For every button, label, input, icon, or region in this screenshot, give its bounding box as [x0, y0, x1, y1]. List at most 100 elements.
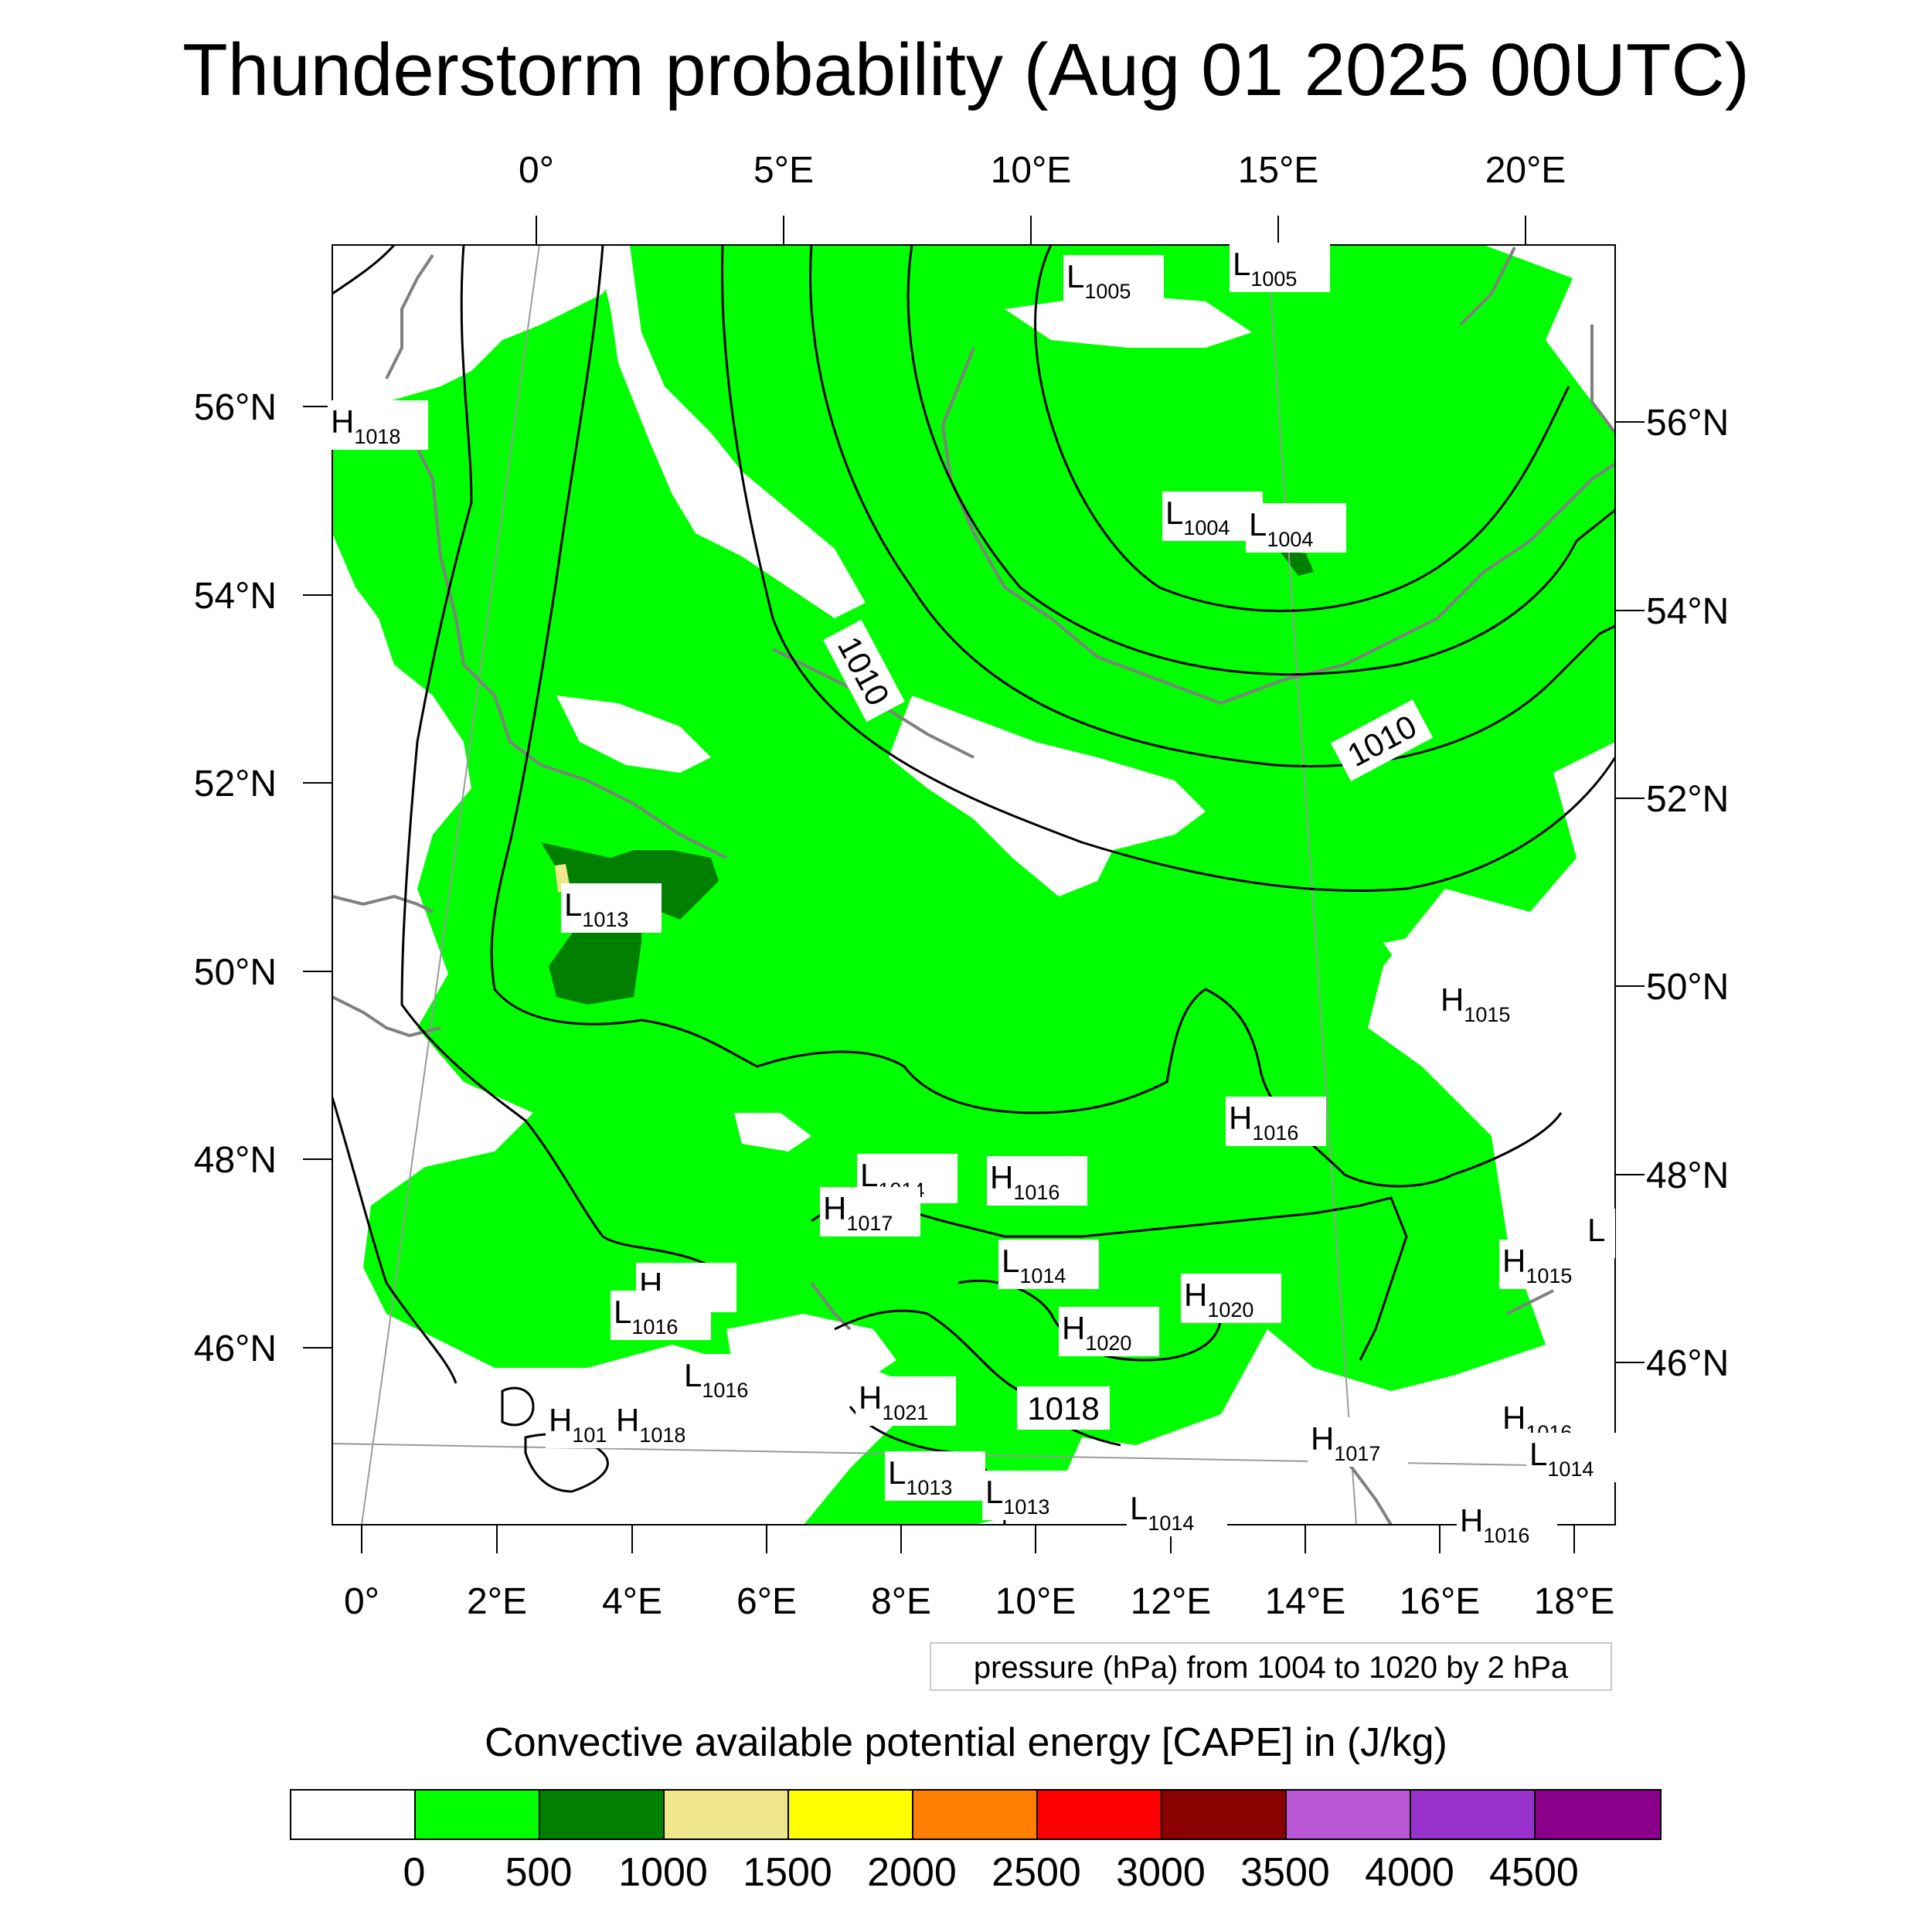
pressure-value: 1017	[1334, 1442, 1380, 1465]
bottom-lon-label: 10°E	[995, 1581, 1077, 1622]
pressure-value: 1014	[1019, 1264, 1066, 1287]
cape-gap-north	[1005, 294, 1252, 348]
pressure-value: 1017	[846, 1212, 893, 1235]
colorbar-labels: 0 500 1000 1500 2000 2500 3000 3500 4000 4500	[0, 1845, 1932, 1900]
bottom-lon-label: 14°E	[1265, 1581, 1346, 1622]
pressure-center-label: H1017	[1308, 1417, 1408, 1467]
pressure-center-label: H1018	[613, 1399, 713, 1448]
bottom-lon-label: 16°E	[1400, 1581, 1481, 1622]
pressure-center-label: L1004	[1246, 503, 1346, 553]
left-lat-labels: 56°N 54°N 52°N 50°N 48°N 46°N	[194, 387, 277, 1369]
map-frame	[332, 244, 1616, 1526]
pressure-value: 1020	[1207, 1298, 1253, 1321]
pressure-value: 1013	[906, 1476, 952, 1499]
colorbar-title: Convective available potential energy [C…	[485, 1720, 1447, 1765]
left-lat-label: 48°N	[194, 1140, 277, 1181]
left-lat-label: 52°N	[194, 764, 277, 804]
cape-field	[332, 245, 1615, 1525]
pressure-value: 1020	[1085, 1332, 1131, 1355]
pressure-value: 1004	[1267, 528, 1313, 551]
pressure-center-label: L1014	[1526, 1433, 1627, 1482]
pressure-value: 1014	[1148, 1512, 1194, 1535]
colorbar-swatch	[1162, 1791, 1287, 1838]
cape-gap-central	[889, 696, 1206, 896]
pressure-center-label: H1016	[987, 1156, 1087, 1206]
colorbar-label: 3500	[1240, 1850, 1330, 1895]
colorbar-label: 4500	[1489, 1850, 1579, 1895]
bottom-lon-label: 2°E	[467, 1581, 527, 1622]
pressure-value: 1015	[1526, 1264, 1572, 1287]
pressure-center-label: H1016	[1457, 1499, 1557, 1549]
bottom-lon-labels: 0° 2°E 4°E 6°E 8°E 10°E 12°E 14°E 16°E 1…	[344, 1581, 1614, 1622]
colorbar-swatch	[913, 1791, 1038, 1838]
pressure-center-label: H1018	[328, 400, 428, 450]
pressure-value: 1016	[1252, 1121, 1298, 1145]
colorbar-swatch	[1411, 1791, 1536, 1838]
pressure-value: 1004	[1183, 516, 1230, 539]
right-lat-label: 54°N	[1646, 591, 1729, 632]
pressure-value: 1005	[1250, 267, 1297, 291]
left-lat-label: 50°N	[194, 952, 277, 993]
left-lat-label: 56°N	[194, 387, 277, 428]
right-lat-label: 56°N	[1646, 403, 1729, 444]
left-lat-label: 46°N	[194, 1328, 277, 1369]
colorbar-swatch	[291, 1791, 416, 1838]
colorbar-label: 0	[403, 1850, 426, 1895]
pressure-center-label: L1013	[982, 1471, 1083, 1520]
colorbar-swatch	[789, 1791, 913, 1838]
colorbar-swatch	[665, 1791, 789, 1838]
pressure-center-label: H1015	[1499, 1240, 1600, 1289]
bottom-lon-label: 12°E	[1131, 1581, 1212, 1622]
pressure-center-label: L1013	[885, 1451, 985, 1501]
colorbar-label: 2000	[867, 1850, 957, 1895]
colorbar-label: 500	[505, 1850, 573, 1895]
coastlines	[332, 247, 1615, 1525]
low-pressure-label: L1013	[985, 1474, 1049, 1519]
colorbar-swatch	[1287, 1791, 1411, 1838]
pressure-value: 1005	[1084, 280, 1131, 303]
pressure-value: 1015	[1464, 1003, 1510, 1026]
right-lat-label: 46°N	[1646, 1343, 1729, 1384]
pressure-value: 1018	[354, 425, 400, 448]
colorbar-label: 1000	[618, 1850, 708, 1895]
pressure-value: 1021	[882, 1401, 928, 1424]
bottom-lon-label: 8°E	[871, 1581, 931, 1622]
pressure-center-label: H1017	[820, 1187, 920, 1236]
bottom-lon-label: 4°E	[602, 1581, 662, 1622]
pressure-center-label: L1014	[1127, 1487, 1227, 1536]
pressure-center-label: H1021	[855, 1376, 956, 1426]
cape-gap-north-sea	[595, 245, 866, 618]
cape-gap-west	[556, 696, 711, 773]
pressure-value: 1016	[631, 1315, 678, 1338]
colorbar-label: 1500	[743, 1850, 832, 1895]
pressure-value: 1016	[702, 1379, 748, 1402]
pressure-center-label: L1005	[1063, 255, 1164, 304]
colorbar-swatch	[1536, 1791, 1660, 1838]
top-lon-label: 10°E	[991, 150, 1072, 191]
pressure-value: 1013	[582, 908, 628, 931]
pressure-center-label: H1020	[1059, 1307, 1159, 1356]
cape-region-dark-green-east	[1279, 550, 1314, 576]
pressure-center-label: L1005	[1230, 243, 1330, 292]
pressure-value: 1016	[1013, 1181, 1060, 1204]
pressure-center-label: L1016	[681, 1354, 781, 1403]
top-lon-labels: 0° 5°E 10°E 15°E 20°E	[519, 150, 1566, 191]
bottom-lon-label: 6°E	[736, 1581, 797, 1622]
colorbar-swatch	[416, 1791, 540, 1838]
colorbar	[290, 1789, 1662, 1840]
right-lat-label: 52°N	[1646, 779, 1729, 820]
pressure-center-label: L1014	[998, 1240, 1099, 1289]
colorbar-swatch	[540, 1791, 665, 1838]
colorbar-label: 3000	[1116, 1850, 1206, 1895]
chart-title: Thunderstorm probability (Aug 01 2025 00…	[182, 29, 1750, 111]
top-lon-label: 5°E	[753, 150, 814, 191]
pressure-center-label: H1020	[1181, 1274, 1281, 1323]
pressure-center-label: L	[1584, 1209, 1615, 1258]
top-lon-label: 20°E	[1485, 150, 1566, 191]
colorbar-label: 4000	[1365, 1850, 1454, 1895]
pressure-value: 101	[572, 1423, 607, 1447]
pressure-center-label: H1015	[1437, 978, 1538, 1028]
colorbar-label: 2500	[992, 1850, 1081, 1895]
